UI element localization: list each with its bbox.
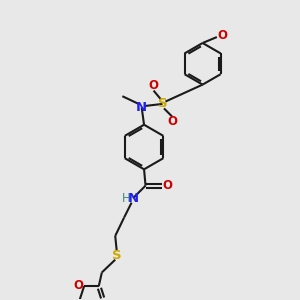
Text: H: H [122,192,131,205]
Text: N: N [128,192,139,205]
Text: O: O [148,79,159,92]
Text: S: S [158,98,167,110]
Text: O: O [168,115,178,128]
Text: O: O [74,279,84,292]
Text: O: O [163,179,173,192]
Text: O: O [217,29,227,42]
Text: N: N [136,101,147,114]
Text: S: S [112,249,122,262]
